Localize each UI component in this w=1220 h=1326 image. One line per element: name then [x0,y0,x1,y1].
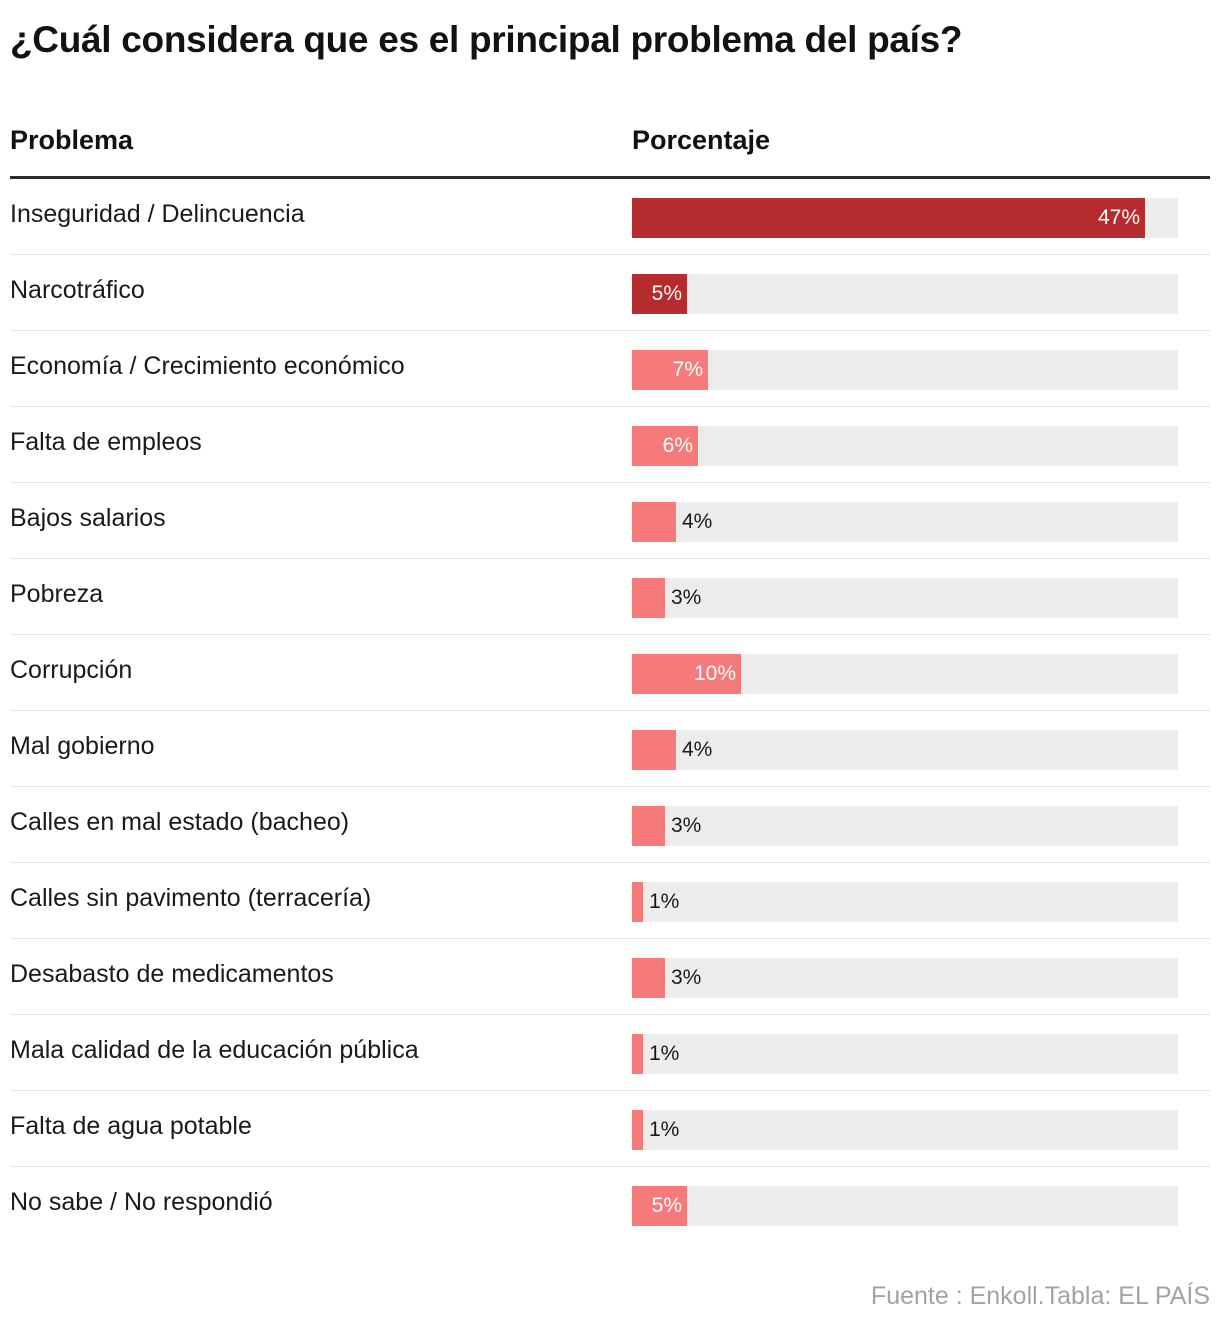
bar [632,882,643,922]
problem-label: Falta de agua potable [10,1112,252,1140]
problem-label: Pobreza [10,580,104,608]
bar [632,1034,643,1074]
bar-track: 3% [632,578,1178,618]
bar-track: 1% [632,1034,1178,1074]
bar-track: 47% [632,198,1178,238]
table-row: Economía / Crecimiento económico 7% [10,331,1210,407]
table-row: Inseguridad / Delincuencia 47% [10,179,1210,255]
bar [632,958,665,998]
bar-value-label: 10% [693,662,736,685]
problem-label: Inseguridad / Delincuencia [10,200,305,228]
chart-title: ¿Cuál considera que es el principal prob… [10,19,963,60]
table-row: Corrupción 10% [10,635,1210,711]
bar-track: 10% [632,654,1178,694]
table-row: No sabe / No respondió 5% [10,1167,1210,1242]
bar-value-label: 3% [671,966,702,989]
bar [632,274,687,314]
bar-track: 4% [632,502,1178,542]
bar [632,1186,687,1226]
bar [632,578,665,618]
bar-track: 1% [632,1110,1178,1150]
problem-label: Corrupción [10,656,133,684]
bar-track: 7% [632,350,1178,390]
table-row: Falta de empleos 6% [10,407,1210,483]
table-row: Desabasto de medicamentos 3% [10,939,1210,1015]
table-row: Mala calidad de la educación pública 1% [10,1015,1210,1091]
table-row: Bajos salarios 4% [10,483,1210,559]
problem-label: Falta de empleos [10,428,202,456]
problem-label: Economía / Crecimiento económico [10,352,405,380]
bar [632,198,1145,238]
table-row: Narcotráfico 5% [10,255,1210,331]
bar [632,806,665,846]
problem-label: Calles sin pavimento (terracería) [10,884,372,912]
bar-value-label: 5% [651,1194,682,1217]
problem-label: Desabasto de medicamentos [10,960,334,988]
bar-track: 3% [632,806,1178,846]
table-row: Mal gobierno 4% [10,711,1210,787]
problem-label: Mal gobierno [10,732,155,760]
problem-label: Bajos salarios [10,504,166,532]
table-body: Inseguridad / Delincuencia 47% Narcotráfic… [10,179,1210,1242]
problem-label: Mala calidad de la educación pública [10,1036,419,1064]
bar-track: 3% [632,958,1178,998]
bar [632,654,741,694]
bar-track: 1% [632,882,1178,922]
bar-value-label: 47% [1097,206,1140,229]
column-header-percentage: Porcentaje [632,125,771,155]
bar-track: 5% [632,274,1178,314]
bar-value-label: 4% [682,738,713,761]
table-row: Pobreza 3% [10,559,1210,635]
bar [632,502,676,542]
bar-value-label: 3% [671,814,702,837]
problem-label: Narcotráfico [10,276,145,304]
bar-value-label: 1% [649,1118,680,1141]
table-row: Calles sin pavimento (terracería) 1% [10,863,1210,939]
table-row: Calles en mal estado (bacheo) 3% [10,787,1210,863]
bar-value-label: 4% [682,510,713,533]
bar-track: 5% [632,1186,1178,1226]
bar-value-label: 5% [651,282,682,305]
bar [632,730,676,770]
bar-track: 4% [632,730,1178,770]
bar [632,350,708,390]
bar-track: 6% [632,426,1178,466]
table-row: Falta de agua potable 1% [10,1091,1210,1167]
bar-value-label: 3% [671,586,702,609]
bar-value-label: 1% [649,1042,680,1065]
bar-value-label: 7% [672,358,703,381]
bar-value-label: 1% [649,890,680,913]
problem-label: Calles en mal estado (bacheo) [10,808,350,836]
bar [632,1110,643,1150]
bar [632,426,698,466]
column-header-problem: Problema [10,125,134,155]
problem-label: No sabe / No respondió [10,1188,273,1216]
header-rule [10,176,1210,179]
source-note: Fuente : Enkoll.Tabla: EL PAÍS [870,1282,1210,1310]
bar-value-label: 6% [662,434,693,457]
